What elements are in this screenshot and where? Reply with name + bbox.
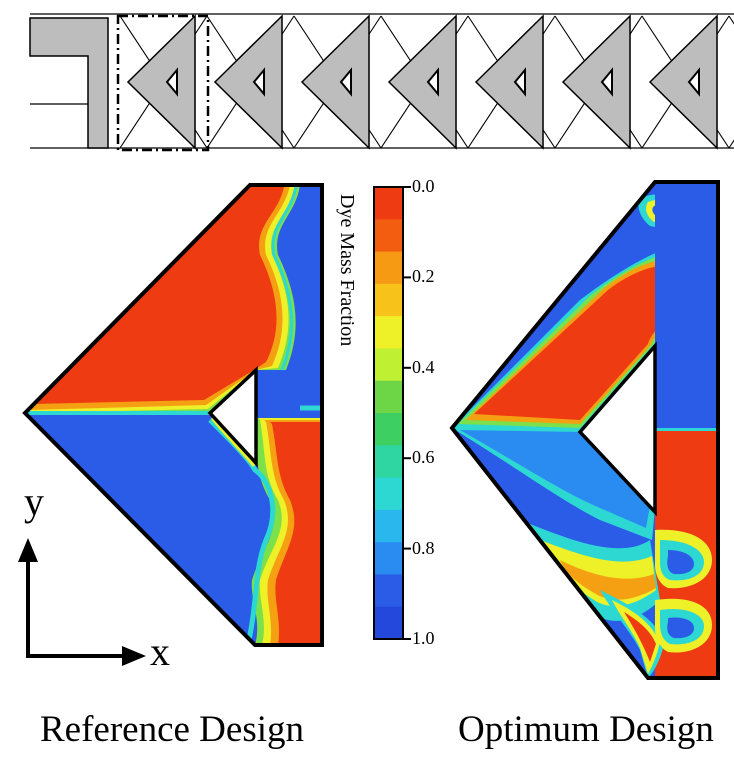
schematic-triangle-obstacle xyxy=(300,14,370,150)
colorbar-tick-label: 0.0 xyxy=(412,176,435,196)
caption-optimum-design: Optimum Design xyxy=(458,709,714,750)
colorbar-band xyxy=(374,606,403,640)
schematic-triangle-hole xyxy=(165,67,178,97)
schematic-triangle-hole xyxy=(687,67,700,97)
optimum-obstacle xyxy=(577,341,657,517)
reference-chamber-outline xyxy=(22,183,324,647)
schematic-triangle-hole xyxy=(339,67,352,97)
schematic-triangle-hole xyxy=(513,67,526,97)
colorbar-tick-label: 0.8 xyxy=(412,537,435,558)
schematic-triangle-obstacle xyxy=(561,14,631,150)
inlet-block xyxy=(29,17,109,149)
schematic-triangle-obstacle xyxy=(648,14,718,150)
colorbar-frame xyxy=(373,186,404,640)
colorbar-band xyxy=(374,509,403,543)
colorbar-band xyxy=(374,316,403,349)
colorbar-tick-label: 0.2 xyxy=(412,266,435,287)
colorbar-band xyxy=(374,251,403,285)
schematic-triangle-hole xyxy=(252,67,265,97)
colorbar-band xyxy=(374,445,403,479)
x-arrowhead xyxy=(122,646,146,666)
colorbar-band xyxy=(374,542,403,575)
colorbar-band xyxy=(374,413,403,446)
colorbar-tick-label: 1.0 xyxy=(412,628,435,648)
colorbar-band xyxy=(374,380,403,414)
colorbar-band xyxy=(374,187,403,220)
schematic-triangle-hole xyxy=(600,67,613,97)
colorbar-band xyxy=(374,283,403,317)
colorbar-tick-label: 0.6 xyxy=(412,447,435,468)
schematic-triangle-obstacle xyxy=(213,14,283,150)
colorbar-band xyxy=(374,348,403,382)
schematic-triangle-hole xyxy=(426,67,439,97)
colorbar-band xyxy=(374,219,403,253)
colorbar-tick-label: 0.4 xyxy=(412,356,435,377)
unit-cell-selection-box xyxy=(116,14,210,152)
colorbar-band xyxy=(374,574,403,608)
schematic-triangle-obstacle xyxy=(387,14,457,150)
y-axis-label: y xyxy=(24,479,44,524)
colorbar-band xyxy=(374,477,403,511)
mixer-schematic xyxy=(29,13,734,152)
optimum-chamber-outline xyxy=(449,180,720,680)
schematic-triangle-obstacle xyxy=(474,14,544,150)
y-arrowhead xyxy=(18,538,38,562)
schematic-triangle-obstacle xyxy=(126,14,196,150)
x-axis-label: x xyxy=(150,629,170,674)
reference-obstacle xyxy=(207,365,258,468)
caption-reference-design: Reference Design xyxy=(40,709,305,750)
